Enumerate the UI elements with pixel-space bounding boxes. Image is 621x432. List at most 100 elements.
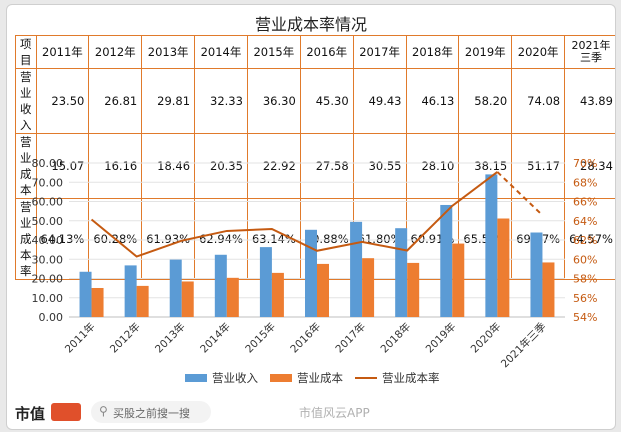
bar-revenue bbox=[440, 204, 453, 317]
right-tick-label: 68% bbox=[573, 176, 597, 189]
table-cell: 64.13% bbox=[35, 198, 90, 280]
footer-bar: 市值 ⚲ 买股之前搜一搜 市值风云APP bbox=[7, 397, 615, 429]
right-tick-label: 66% bbox=[573, 196, 597, 209]
right-tick-label: 64% bbox=[573, 215, 597, 228]
bar-cost bbox=[497, 218, 510, 317]
x-tick-label: 2013年 bbox=[152, 320, 188, 356]
legend-label: 营业成本 bbox=[297, 371, 343, 385]
left-tick-label: 70.00 bbox=[32, 176, 64, 189]
left-tick-label: 0.00 bbox=[39, 311, 64, 324]
x-tick-label: 2020年 bbox=[468, 320, 504, 356]
combo-chart: 0.00 10.00 20.00 30.00 40.00 50.00 60.00 70.00 8… bbox=[32, 157, 598, 385]
legend-label: 营业收入 bbox=[212, 371, 258, 385]
bar-cost bbox=[452, 243, 465, 317]
chart-card: 营业成本率情况 项目 2011年 2012年 2013年 2014年 2015年… bbox=[6, 4, 616, 430]
app-watermark: 市值风云APP bbox=[299, 406, 370, 420]
table-cell: 64.57% bbox=[564, 198, 615, 280]
table-cell: 58.20 bbox=[458, 68, 513, 134]
bar-revenue bbox=[395, 228, 408, 317]
x-tick-label: 2014年 bbox=[197, 320, 233, 356]
bar-revenue bbox=[124, 265, 137, 317]
table-header-cell: 2013年 bbox=[141, 35, 196, 69]
table-header-row: 项目 2011年 2012年 2013年 2014年 2015年 2016年 2… bbox=[15, 35, 615, 69]
bar-cost bbox=[317, 263, 329, 317]
search-placeholder: 买股之前搜一搜 bbox=[113, 407, 190, 420]
table-header-cell: 2015年 bbox=[246, 35, 301, 69]
table-header-cell: 2019年 bbox=[458, 35, 513, 69]
bar-revenue bbox=[485, 174, 498, 317]
table-cell: 74.08 bbox=[511, 68, 566, 134]
x-tick-label: 2019年 bbox=[423, 320, 459, 356]
bar-cost bbox=[91, 287, 104, 317]
bar-revenue bbox=[530, 232, 543, 317]
right-tick-label: 58% bbox=[573, 273, 597, 286]
table-cell: 49.43 bbox=[352, 68, 407, 134]
bar-cost bbox=[181, 281, 194, 317]
bar-cost bbox=[407, 262, 420, 317]
bar-revenue bbox=[350, 221, 363, 317]
left-tick-label: 30.00 bbox=[32, 253, 64, 266]
left-tick-label: 10.00 bbox=[32, 292, 64, 305]
legend-swatch bbox=[270, 374, 292, 382]
bar-cost bbox=[362, 258, 375, 317]
table-cell: 36.30 bbox=[246, 68, 301, 134]
x-tick-label: 2021年三季 bbox=[498, 320, 549, 371]
table-row-cost: 营业成本 15.07 16.16 18.46 20.35 22.92 27.58… bbox=[15, 133, 615, 199]
bar-revenue bbox=[305, 229, 317, 317]
row-label: 营业成本率 bbox=[15, 198, 37, 280]
table-header-cell: 2012年 bbox=[88, 35, 143, 69]
right-tick-label: 70% bbox=[573, 157, 597, 170]
table-cell: 45.30 bbox=[299, 68, 354, 134]
table-header-cell: 2018年 bbox=[405, 35, 460, 69]
table-cell: 32.33 bbox=[194, 68, 248, 134]
legend-label: 营业成本率 bbox=[382, 371, 440, 385]
left-tick-label: 50.00 bbox=[32, 215, 64, 228]
table-header-cell: 项目 bbox=[15, 35, 37, 69]
right-tick-label: 56% bbox=[573, 292, 597, 305]
bar-revenue bbox=[214, 254, 227, 317]
table-cell: 28.34 bbox=[564, 133, 615, 199]
right-tick-label: 54% bbox=[573, 311, 597, 324]
table-header-cell: 2020年 bbox=[511, 35, 566, 69]
ratio-line bbox=[90, 171, 498, 258]
bar-cost bbox=[271, 272, 284, 317]
x-tick-label: 2012年 bbox=[107, 320, 143, 356]
left-tick-label: 60.00 bbox=[32, 196, 64, 209]
bar-cost bbox=[226, 277, 239, 317]
brand-logo-text: 市值 bbox=[15, 405, 46, 423]
table-cell: 46.13 bbox=[405, 68, 460, 134]
legend-swatch bbox=[185, 374, 207, 382]
x-tick-label: 2015年 bbox=[243, 320, 279, 356]
x-tick-label: 2011年 bbox=[62, 320, 98, 356]
table-header-cell: 2011年 bbox=[35, 35, 90, 69]
ratio-line-dashed bbox=[496, 171, 544, 216]
table-row-revenue: 营业收入 23.50 26.81 29.81 32.33 36.30 45.30… bbox=[15, 68, 615, 134]
bar-revenue bbox=[79, 271, 92, 317]
table-header-cell: 2017年 bbox=[352, 35, 407, 69]
left-tick-label: 20.00 bbox=[32, 273, 64, 286]
table-cell: 29.81 bbox=[141, 68, 196, 134]
table-cell: 26.81 bbox=[88, 68, 143, 134]
table-cell: 38.15 bbox=[458, 133, 513, 199]
x-tick-label: 2018年 bbox=[378, 320, 414, 356]
bar-cost bbox=[136, 285, 149, 317]
table-cell: 28.10 bbox=[405, 133, 460, 199]
brand-logo-icon bbox=[51, 403, 81, 421]
chart-title: 营业成本率情况 bbox=[254, 15, 367, 34]
table-header-cell: 2014年 bbox=[194, 35, 248, 69]
x-tick-label: 2017年 bbox=[333, 320, 369, 356]
left-tick-label: 80.00 bbox=[32, 157, 64, 170]
search-icon: ⚲ bbox=[99, 404, 108, 418]
bar-cost bbox=[542, 262, 555, 317]
left-tick-label: 40.00 bbox=[32, 234, 64, 247]
bar-revenue bbox=[169, 259, 182, 317]
right-tick-label: 60% bbox=[573, 253, 597, 266]
table-header-cell: 2021年 三季 bbox=[564, 35, 615, 69]
table-cell: 43.89 bbox=[564, 68, 615, 134]
right-tick-label: 62% bbox=[573, 234, 597, 247]
bar-revenue bbox=[259, 247, 272, 317]
x-tick-label: 2016年 bbox=[288, 320, 324, 356]
row-label: 营业收入 bbox=[15, 68, 37, 134]
table-header-cell: 2016年 bbox=[299, 35, 354, 69]
search-box[interactable]: ⚲ 买股之前搜一搜 bbox=[91, 401, 211, 423]
